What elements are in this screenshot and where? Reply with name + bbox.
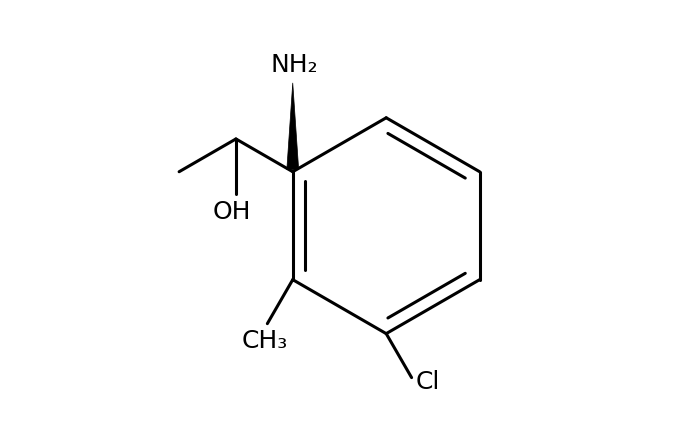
Text: OH: OH [212,200,251,225]
Text: NH₂: NH₂ [271,53,318,78]
Polygon shape [286,83,299,170]
Text: Cl: Cl [416,370,440,394]
Text: CH₃: CH₃ [242,329,289,353]
